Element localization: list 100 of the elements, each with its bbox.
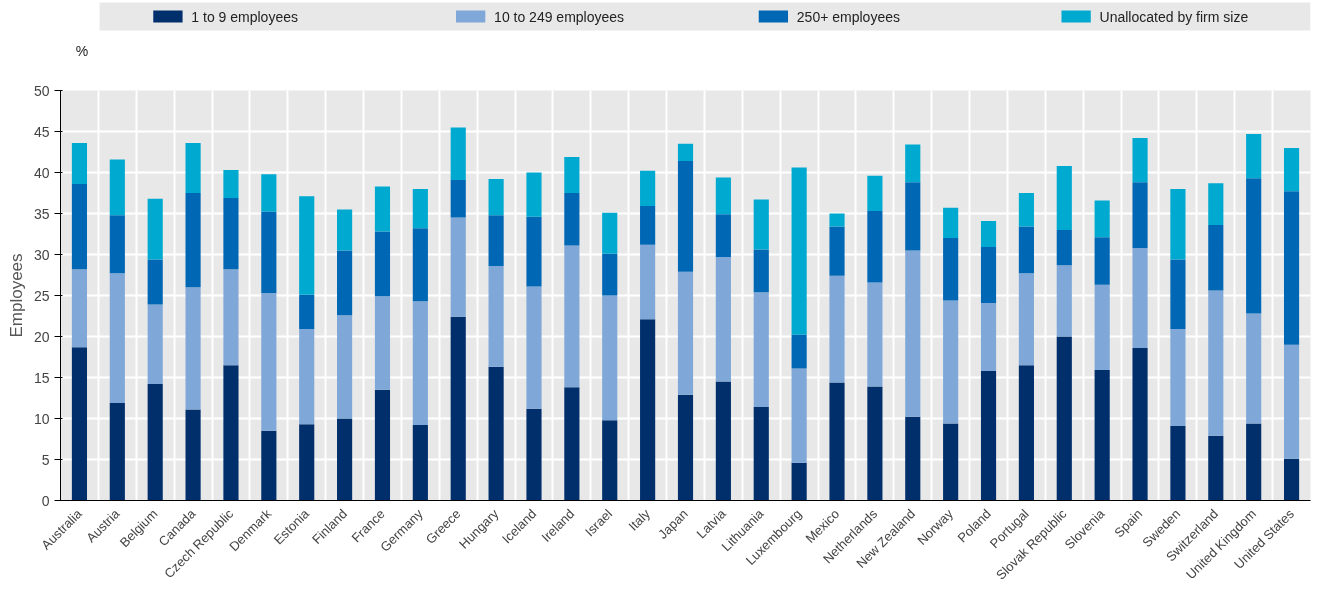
bar [640,244,656,320]
bar [753,407,769,501]
bar [488,366,504,501]
bar [109,215,125,274]
bar [374,186,391,232]
bar [261,430,277,501]
bar [147,304,163,385]
bar [715,177,731,215]
bar [943,423,959,501]
bar [1208,224,1224,291]
bar [640,170,656,207]
bar [374,231,391,297]
bar [1094,200,1110,238]
bar [867,282,883,387]
bar [337,250,353,316]
bar [374,296,391,390]
bar [450,217,466,317]
bar [602,212,618,254]
bar [905,416,921,501]
bar [677,271,694,395]
bar [1246,423,1262,501]
bar [488,215,504,266]
bar [1208,183,1224,225]
bar [1283,191,1300,345]
bar [488,179,504,216]
bar [1283,344,1300,459]
bar [1170,329,1186,426]
bar [715,214,731,257]
bar [867,211,883,283]
bar [223,197,239,270]
bar [980,370,997,501]
y-axis-title: Employees [6,253,26,338]
bar [791,167,807,335]
bar [1208,290,1224,436]
bar [905,182,921,251]
y-tick-label: 5 [41,451,50,468]
y-tick-label: 45 [33,123,50,140]
bar [299,196,315,295]
bar [526,216,542,287]
bar [450,179,466,218]
bar [299,329,315,425]
bar [980,247,997,303]
bar [753,249,769,293]
bar [1170,259,1186,330]
bar [640,319,656,501]
bar [185,142,201,193]
y-tick-label: 35 [33,205,50,222]
bar [223,365,239,501]
bar [1246,178,1262,314]
bar [677,394,694,501]
bar [867,386,883,501]
bar [677,161,694,272]
bar [753,292,769,408]
bar [1018,365,1034,501]
y-tick-label: 40 [33,164,50,181]
bar [980,220,997,248]
bar [185,409,201,501]
bar [185,287,201,410]
x-tick-label: Italy [625,505,654,534]
bar [71,269,88,348]
bar [337,209,353,251]
bar [829,382,845,501]
y-tick-label: 10 [33,410,50,427]
bar [526,286,542,409]
bar [261,211,277,294]
bar [791,334,807,369]
bar [602,253,618,296]
bar [1283,147,1300,192]
bar [223,170,239,198]
legend-label: 1 to 9 employees [191,8,298,25]
bar [564,193,580,246]
bar [943,238,959,301]
bar [564,156,580,193]
bar [261,293,277,431]
bar [715,256,731,382]
bar [1056,229,1072,266]
bar [185,193,201,288]
y-tick-label: 20 [33,328,50,345]
bar [1246,313,1262,424]
bar [1056,265,1072,337]
bar [1283,458,1300,501]
bar [602,295,618,421]
bar [147,259,163,305]
bar [980,302,997,371]
legend-label: Unallocated by firm size [1099,8,1249,25]
bar [1208,435,1224,501]
bar [412,228,428,302]
bar [1246,133,1262,179]
bar [564,387,580,501]
bar [1132,182,1148,248]
bar [1018,273,1034,366]
bar [1056,336,1072,501]
y-tick-label: 0 [41,492,50,509]
bar [109,159,125,216]
bar [71,347,88,501]
bar [1170,188,1186,260]
bar [299,424,315,501]
bar [791,368,807,463]
bar [943,300,959,424]
bar [1132,347,1148,501]
